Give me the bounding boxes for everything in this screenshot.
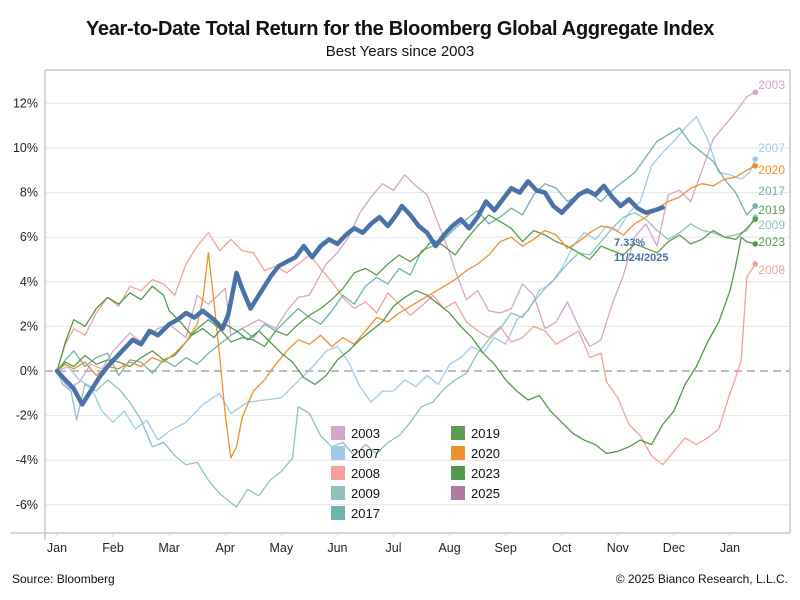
- legend-label-2003: 2003: [351, 426, 380, 441]
- legend-label-2009: 2009: [351, 486, 380, 501]
- legend-swatch-2017: [331, 506, 345, 520]
- legend-label-2017: 2017: [351, 506, 380, 521]
- legend-swatch-2008: [331, 466, 345, 480]
- y-tick-label: -2%: [16, 409, 38, 423]
- y-axis-ticks: -6% -4% -2% 0% 2% 4% 6% 8% 10% 12%: [13, 96, 38, 511]
- legend-swatch-2020: [451, 446, 465, 460]
- end-label-2009: 2009: [758, 218, 785, 232]
- series-line-2017: [56, 127, 756, 377]
- legend-swatch-2007: [331, 446, 345, 460]
- y-tick-label: 6%: [20, 230, 38, 244]
- legend-label-2007: 2007: [351, 446, 380, 461]
- end-dot-2008: [752, 261, 759, 267]
- y-tick-label: 0%: [20, 364, 38, 378]
- y-tick-label: -4%: [16, 453, 38, 467]
- end-dot-2023: [752, 241, 759, 247]
- series-line-2008: [56, 232, 756, 466]
- x-tick-label: Jun: [327, 541, 347, 555]
- plot-frame: [10, 69, 791, 540]
- chart-subtitle: Best Years since 2003: [325, 43, 475, 60]
- end-dot-2007: [752, 156, 759, 162]
- y-tick-label: 12%: [13, 96, 38, 110]
- chart-title: Year-to-Date Total Return for the Bloomb…: [85, 18, 715, 40]
- legend-label-2020: 2020: [471, 446, 500, 461]
- x-tick-label: Dec: [663, 541, 685, 555]
- end-dot-2003: [752, 89, 759, 96]
- y-tick-label: 4%: [20, 275, 38, 289]
- series-lines: [54, 89, 759, 508]
- legend-label-2025: 2025: [471, 486, 500, 501]
- x-tick-label: Mar: [158, 541, 180, 555]
- end-dot-2019: [752, 216, 759, 223]
- source-note: Source: Bloomberg: [12, 572, 115, 586]
- series-line-2003: [56, 91, 756, 390]
- legend: 2003 2007 2008 2009 2017 2019 2020 2023 2025: [331, 426, 500, 521]
- end-label-2020: 2020: [758, 163, 785, 177]
- legend-swatch-2025: [451, 486, 465, 500]
- y-tick-label: -6%: [16, 498, 38, 512]
- series-line-2025: [54, 179, 665, 407]
- series-line-2023: [56, 236, 756, 455]
- x-tick-label: Jan: [720, 541, 740, 555]
- x-axis-ticks: Jan Feb Mar Apr May Jun Jul Aug Sep Oct Nov Dec Jan: [47, 533, 740, 555]
- end-dot-2020: [752, 163, 759, 169]
- annotation: 7.33% 11/24/2025: [614, 237, 668, 264]
- series-line-2020: [56, 165, 756, 459]
- end-label-2007: 2007: [758, 141, 785, 155]
- x-tick-label: Jul: [386, 541, 402, 555]
- x-tick-label: Nov: [607, 541, 630, 555]
- x-tick-label: Feb: [102, 541, 124, 555]
- end-labels: 2003 2007 2008 2009 2017 2019 2020 2023: [758, 78, 785, 277]
- x-tick-label: May: [270, 541, 294, 555]
- series-line-2007: [56, 116, 756, 441]
- end-label-2003: 2003: [758, 78, 785, 92]
- end-label-2023: 2023: [758, 235, 785, 249]
- annotation-date: 11/24/2025: [614, 252, 668, 264]
- end-dot-2017: [752, 203, 759, 209]
- legend-swatch-2023: [451, 466, 465, 480]
- end-label-2017: 2017: [758, 184, 785, 198]
- end-label-2019: 2019: [758, 203, 785, 217]
- y-tick-label: 2%: [20, 319, 38, 333]
- x-tick-label: Aug: [438, 541, 460, 555]
- y-tick-label: 10%: [13, 141, 38, 155]
- annotation-value: 7.33%: [614, 237, 645, 249]
- y-tick-label: 8%: [20, 186, 38, 200]
- x-tick-label: Jan: [47, 541, 67, 555]
- series-line-2009: [56, 212, 756, 508]
- legend-swatch-2019: [451, 426, 465, 440]
- x-tick-label: Apr: [216, 541, 235, 555]
- copyright-note: © 2025 Bianco Research, L.L.C.: [615, 572, 788, 586]
- x-tick-label: Oct: [552, 541, 572, 555]
- legend-swatch-2003: [331, 426, 345, 440]
- legend-label-2023: 2023: [471, 466, 500, 481]
- legend-swatch-2009: [331, 486, 345, 500]
- x-tick-label: Sep: [495, 541, 517, 555]
- legend-label-2019: 2019: [471, 426, 500, 441]
- end-label-2008: 2008: [758, 263, 785, 277]
- legend-label-2008: 2008: [351, 466, 380, 481]
